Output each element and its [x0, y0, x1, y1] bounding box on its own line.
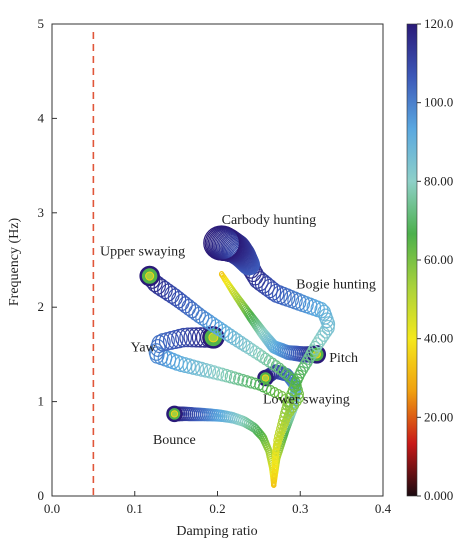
y-axis-ticks: 0 1 2 3 4 5	[38, 16, 57, 503]
mode-point	[271, 473, 278, 480]
mode-point	[295, 392, 305, 404]
mode-point	[213, 321, 227, 337]
mode-point	[203, 225, 241, 261]
mode-point	[271, 465, 279, 473]
y-tick-label: 0	[38, 488, 45, 503]
mode-point	[272, 460, 279, 469]
x-tick-label: 0.3	[292, 501, 308, 516]
mode-point	[264, 281, 282, 301]
mode-point	[301, 355, 313, 369]
colorbar-tick-label: 0.000	[424, 488, 453, 503]
series-marks	[92, 32, 336, 496]
mode-point	[220, 368, 233, 383]
mode-label: Upper swaying	[100, 244, 185, 259]
x-tick-label: 0.0	[44, 501, 60, 516]
colorbar	[406, 23, 418, 497]
series-carbody-hunting	[203, 225, 261, 276]
mode-point	[295, 366, 307, 379]
mode-point	[233, 372, 245, 386]
y-axis-label: Frequency (Hz)	[7, 218, 22, 307]
colorbar-ticks: 120.0 100.0 80.00 60.00 40.00 20.00 0.000	[417, 16, 453, 503]
mode-point	[261, 278, 279, 299]
mode-point	[224, 328, 237, 344]
mode-point	[272, 444, 280, 453]
mode-point	[228, 371, 241, 385]
mode-endpoint-core	[170, 410, 179, 418]
mode-point	[237, 373, 249, 387]
mode-label: Bogie hunting	[296, 277, 376, 292]
mode-point	[245, 376, 257, 389]
annotations: Carbody hunting Upper swaying Bogie huntin…	[100, 213, 376, 448]
mode-label: Pitch	[329, 351, 358, 366]
x-axis-ticks: 0.0 0.1 0.2 0.3 0.4	[44, 491, 392, 516]
mode-point	[272, 456, 279, 465]
mode-point	[183, 327, 201, 348]
mode-point	[249, 377, 261, 390]
mode-point	[241, 375, 253, 388]
mode-label: Lower swaying	[263, 392, 350, 407]
mode-point	[271, 481, 277, 488]
mode-point	[272, 452, 280, 461]
mode-point	[273, 440, 281, 449]
colorbar-tick-label: 100.0	[424, 95, 453, 110]
mode-label: Yaw	[131, 341, 157, 356]
mode-point	[198, 311, 213, 328]
mode-endpoint-core	[261, 374, 270, 382]
mode-point	[274, 432, 282, 441]
mode-point	[224, 370, 237, 384]
mode-point	[299, 358, 311, 372]
mode-point	[292, 396, 302, 407]
mode-point	[220, 326, 234, 342]
mode-point	[272, 448, 280, 457]
mode-point	[209, 318, 223, 335]
colorbar-tick-label: 60.00	[424, 252, 453, 267]
mode-point	[234, 335, 248, 350]
x-tick-label: 0.1	[127, 501, 143, 516]
mode-point	[202, 314, 217, 330]
mode-point	[206, 316, 220, 333]
mode-point	[287, 373, 298, 386]
series-pitch	[218, 271, 327, 364]
mode-label: Bounce	[153, 433, 196, 448]
mode-point	[203, 364, 217, 379]
mode-point	[148, 343, 164, 361]
x-axis-label: Damping ratio	[176, 524, 257, 539]
colorbar-tick-label: 20.00	[424, 409, 453, 424]
mode-label: Carbody hunting	[222, 213, 317, 228]
mode-point	[150, 339, 166, 357]
mode-point	[271, 469, 278, 477]
mode-point	[212, 366, 225, 381]
x-tick-label: 0.4	[375, 501, 392, 516]
mode-point	[297, 362, 309, 376]
colorbar-tick-label: 120.0	[424, 16, 453, 31]
mode-point	[273, 436, 281, 445]
mode-point	[179, 327, 197, 348]
mode-point	[227, 330, 241, 346]
mode-endpoint-core	[145, 271, 155, 281]
mode-point	[175, 327, 192, 348]
x-tick-label: 0.2	[209, 501, 225, 516]
colorbar-tick-label: 80.00	[424, 173, 453, 188]
mode-point	[305, 348, 317, 362]
y-tick-label: 4	[38, 110, 45, 125]
y-tick-label: 1	[38, 394, 45, 409]
mode-point	[207, 365, 221, 380]
mode-point	[222, 236, 253, 265]
y-tick-label: 2	[38, 299, 45, 314]
mode-point	[271, 477, 277, 484]
mode-point	[258, 276, 275, 296]
mode-point	[303, 351, 315, 366]
y-tick-label: 5	[38, 16, 45, 31]
mode-point	[216, 367, 229, 382]
mode-point	[231, 333, 244, 348]
colorbar-tick-label: 40.00	[424, 331, 453, 346]
y-tick-label: 3	[38, 205, 45, 220]
mode-point	[216, 323, 230, 339]
